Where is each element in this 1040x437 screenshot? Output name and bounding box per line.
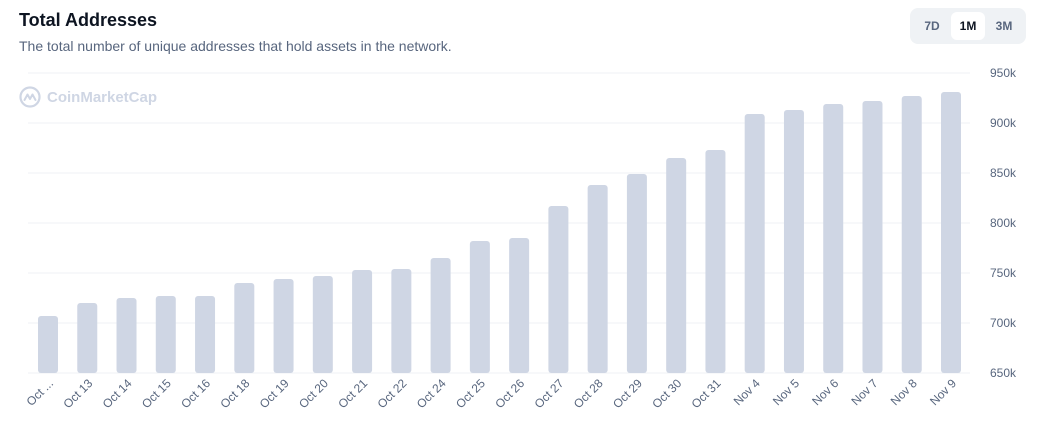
- bar: [77, 303, 98, 373]
- bar: [155, 296, 176, 373]
- x-tick-label: Nov 7: [849, 376, 881, 408]
- bar: [312, 276, 333, 373]
- y-tick-label: 800k: [990, 216, 1017, 230]
- y-tick-label: 700k: [990, 316, 1017, 330]
- time-range-selector: 7D 1M 3M: [910, 8, 1026, 44]
- bar: [705, 150, 726, 373]
- bar: [391, 269, 412, 373]
- x-tick-label: Nov 4: [731, 376, 763, 408]
- x-tick-label: Oct 28: [571, 376, 606, 411]
- bar: [234, 283, 255, 373]
- y-tick-label: 750k: [990, 266, 1017, 280]
- x-tick-label: Oct 16: [178, 376, 213, 411]
- x-tick-label: Oct 19: [257, 376, 292, 411]
- coinmarketcap-logo-icon: [19, 86, 41, 108]
- bar: [430, 258, 451, 373]
- x-tick-label: Nov 8: [888, 376, 920, 408]
- bar: [548, 206, 569, 373]
- watermark-text: CoinMarketCap: [47, 88, 158, 106]
- bar: [469, 241, 490, 373]
- bar: [116, 298, 137, 373]
- bar: [273, 279, 294, 373]
- y-tick-label: 850k: [990, 166, 1017, 180]
- bar: [744, 114, 765, 373]
- x-tick-label: Oct 20: [296, 376, 331, 411]
- bar: [862, 101, 883, 373]
- x-tick-label: Oct 15: [139, 376, 174, 411]
- range-1m-button[interactable]: 1M: [951, 12, 985, 40]
- bar: [901, 96, 922, 373]
- y-tick-label: 650k: [990, 366, 1017, 380]
- x-tick-label: Oct 13: [60, 376, 95, 411]
- x-tick-label: Oct 22: [375, 376, 410, 411]
- bar: [352, 270, 373, 373]
- range-7d-button[interactable]: 7D: [924, 19, 940, 33]
- x-tick-label: Oct 27: [532, 376, 567, 411]
- bar: [783, 110, 804, 373]
- x-tick-label: Oct 18: [218, 376, 253, 411]
- x-tick-label: Nov 6: [809, 376, 841, 408]
- bar: [509, 238, 530, 373]
- bar: [626, 174, 647, 373]
- page-subtitle: The total number of unique addresses tha…: [19, 38, 452, 54]
- bar: [38, 316, 58, 373]
- x-tick-label: Oct 26: [492, 376, 527, 411]
- y-tick-label: 900k: [990, 116, 1017, 130]
- x-tick-label: Oct 31: [689, 376, 724, 411]
- x-tick-label: Nov 5: [770, 376, 802, 408]
- watermark: CoinMarketCap: [19, 86, 157, 108]
- range-3m-button[interactable]: 3M: [995, 19, 1013, 33]
- x-tick-label: Oct 30: [649, 376, 684, 411]
- bar: [195, 296, 216, 373]
- bar: [666, 158, 687, 373]
- bar: [823, 104, 844, 373]
- bar: [941, 92, 961, 373]
- x-tick-label: Oct 21: [335, 376, 370, 411]
- x-tick-label: Oct 24: [414, 376, 449, 411]
- x-tick-label: Oct 14: [100, 376, 135, 411]
- x-tick-label: Oct 25: [453, 376, 488, 411]
- page-title: Total Addresses: [19, 10, 158, 30]
- x-tick-label: Oct ...: [24, 376, 57, 409]
- x-tick-label: Oct 29: [610, 376, 645, 411]
- y-tick-label: 950k: [990, 66, 1017, 80]
- bar: [587, 185, 608, 373]
- x-tick-label: Nov 9: [927, 376, 959, 408]
